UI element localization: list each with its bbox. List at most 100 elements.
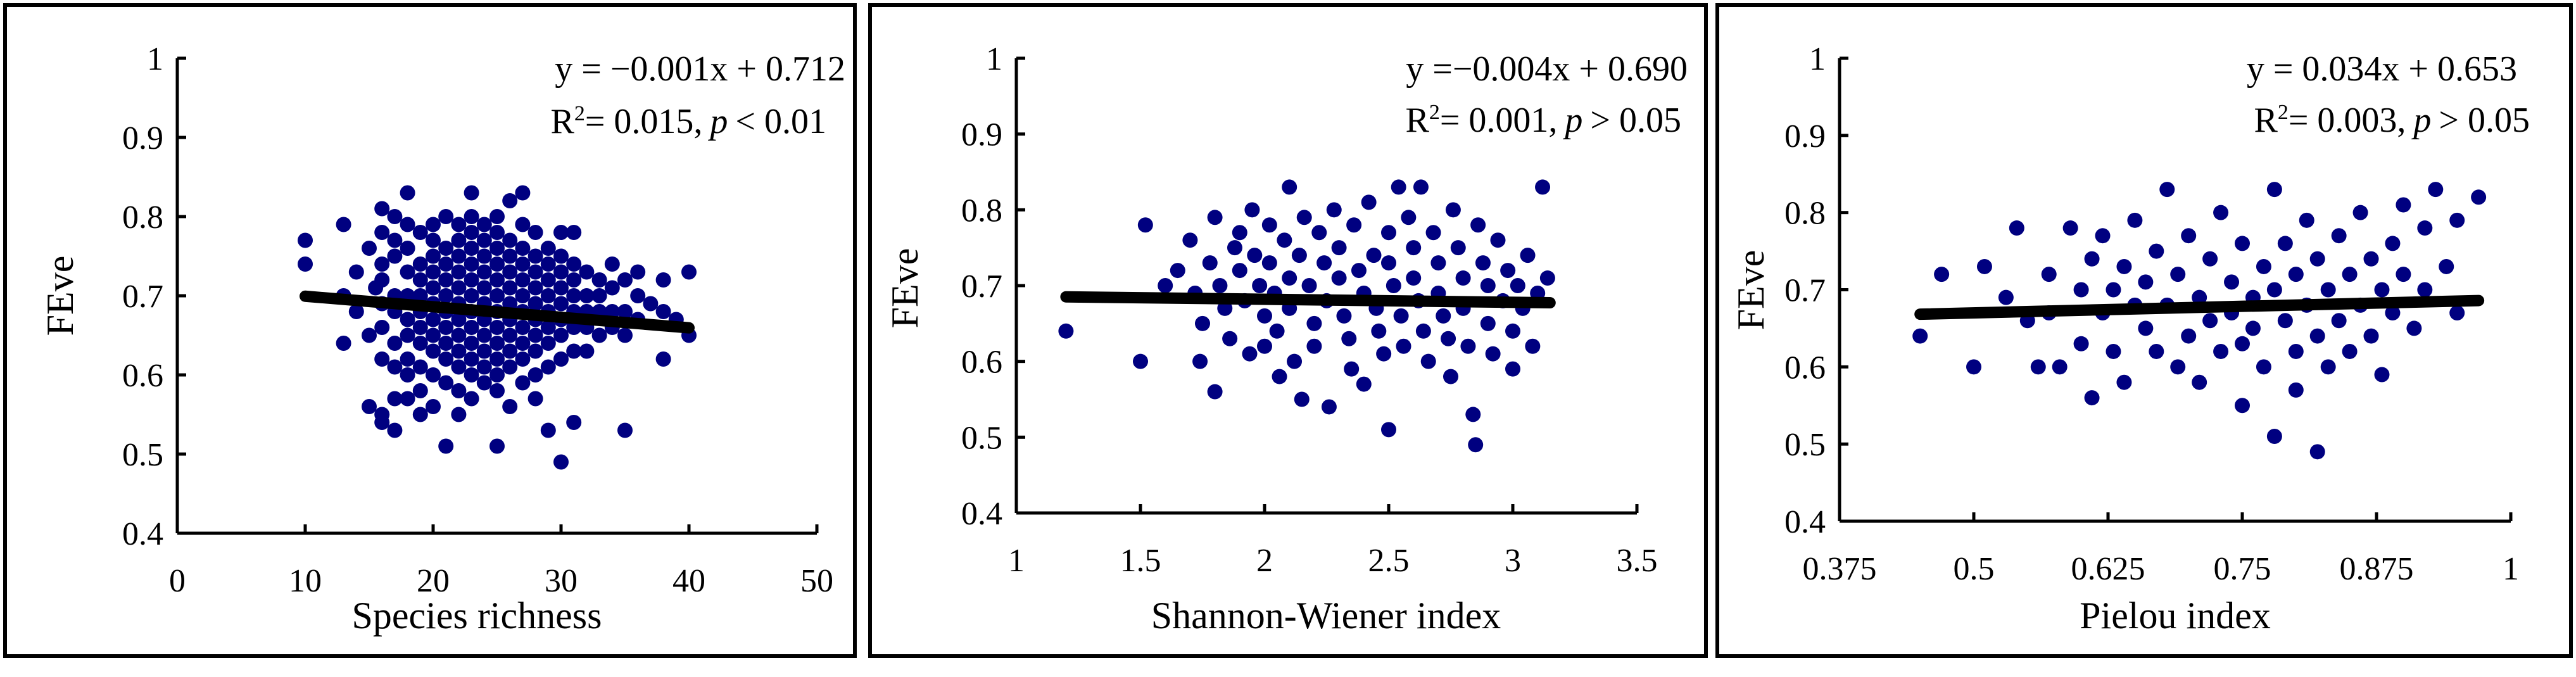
data-point <box>515 272 531 288</box>
p-value: > 0.05 <box>1590 101 1681 140</box>
data-point <box>527 248 543 264</box>
data-point <box>1525 338 1541 354</box>
data-point <box>2449 212 2465 228</box>
x-axis-title: Pielou index <box>2080 595 2271 636</box>
r2-value: = 0.003, <box>2289 101 2406 140</box>
data-point <box>2245 320 2261 336</box>
data-point <box>617 327 633 343</box>
data-point <box>553 351 569 367</box>
data-point <box>502 359 518 375</box>
data-point <box>426 264 441 280</box>
r2-value: = 0.001, <box>1440 101 1558 140</box>
data-point <box>400 241 415 256</box>
data-point <box>374 272 390 288</box>
panel-pielou: 0.4 0.5 0.6 0.7 0.8 0.9 1 0.375 0.5 0.625 0.75 0.87… <box>1715 3 2573 658</box>
y-tick-label: 0.6 <box>1784 350 1826 386</box>
data-point <box>412 407 428 422</box>
y-tick-label: 0.8 <box>122 199 163 236</box>
data-point <box>1425 225 1441 241</box>
data-point <box>1257 308 1272 324</box>
data-point <box>540 256 556 272</box>
data-point <box>2374 367 2390 383</box>
y-tick-label: 1 <box>1809 41 1826 77</box>
data-point <box>1341 331 1357 346</box>
data-point <box>2192 374 2207 390</box>
data-point <box>2138 320 2154 336</box>
data-point <box>1381 255 1396 271</box>
data-point <box>2235 398 2250 414</box>
panel-frame <box>3 3 857 658</box>
data-point <box>1158 278 1173 293</box>
r2-superscript: 2 <box>1429 101 1440 124</box>
data-point <box>2439 258 2454 274</box>
x-tick-label: 40 <box>672 563 705 599</box>
data-point <box>1306 338 1322 354</box>
data-point <box>2449 305 2465 321</box>
data-point <box>412 359 428 375</box>
data-point <box>412 272 428 288</box>
y-tick-label: 0.8 <box>961 193 1002 229</box>
data-point <box>476 264 492 280</box>
data-point <box>400 391 415 407</box>
trend-line <box>1060 291 1556 309</box>
data-point <box>1207 210 1223 225</box>
data-point <box>451 264 467 280</box>
data-point <box>502 248 518 264</box>
data-point <box>566 288 582 303</box>
y-tick-label: 0.9 <box>1784 118 1826 155</box>
p-symbol: p <box>707 102 728 141</box>
data-point <box>1480 278 1496 293</box>
data-point <box>515 241 531 256</box>
data-point <box>336 336 351 351</box>
data-point <box>374 351 390 367</box>
data-point <box>2127 212 2143 228</box>
data-point <box>553 225 569 240</box>
data-point <box>476 327 492 343</box>
equation-line-1: y = −0.001x + 0.712 <box>555 49 845 89</box>
data-point <box>1311 225 1327 241</box>
data-point <box>1539 270 1555 286</box>
data-point <box>1326 202 1342 218</box>
data-point <box>2062 220 2078 236</box>
data-point <box>362 399 377 414</box>
data-point <box>502 327 518 343</box>
data-point <box>464 185 479 201</box>
data-point <box>1430 255 1446 271</box>
data-point <box>1480 315 1496 331</box>
p-symbol: p <box>2411 101 2431 140</box>
data-point <box>2106 282 2121 298</box>
x-tick-label: 10 <box>289 563 322 599</box>
data-point <box>1344 361 1360 377</box>
plot-area: 0.40.50.60.70.80.910 10 20 30 40 50 <box>122 41 833 599</box>
data-point <box>1282 179 1297 195</box>
data-point <box>2041 267 2057 282</box>
data-point <box>2235 236 2250 251</box>
data-point <box>426 217 441 232</box>
data-point <box>464 351 479 367</box>
data-point <box>1058 323 1074 339</box>
equation-line-2: R2= 0.001, p > 0.05 <box>1405 101 1681 140</box>
data-point <box>451 383 467 398</box>
y-tick-label: 1 <box>986 41 1002 77</box>
x-tick-label: 0.875 <box>2340 551 2414 587</box>
y-tick-label: 0.5 <box>1784 427 1826 463</box>
data-point <box>426 280 441 296</box>
panel-frame <box>868 3 1708 658</box>
data-point <box>502 280 518 296</box>
data-point <box>489 383 505 398</box>
data-point <box>2256 258 2271 274</box>
data-point <box>1470 217 1486 233</box>
x-tick-label: 0.625 <box>2071 551 2145 587</box>
data-point <box>515 351 531 367</box>
r2-superscript: 2 <box>2278 101 2289 124</box>
data-point <box>2073 282 2089 298</box>
data-point <box>1396 338 1411 354</box>
x-tick-label: 3 <box>1505 543 1521 579</box>
data-point <box>2320 282 2336 298</box>
data-point <box>502 343 518 359</box>
r2-symbol: R <box>1405 101 1429 140</box>
data-point <box>2138 274 2154 290</box>
data-point <box>1277 232 1292 248</box>
p-symbol: p <box>1562 101 1582 140</box>
data-point <box>1261 217 1277 233</box>
